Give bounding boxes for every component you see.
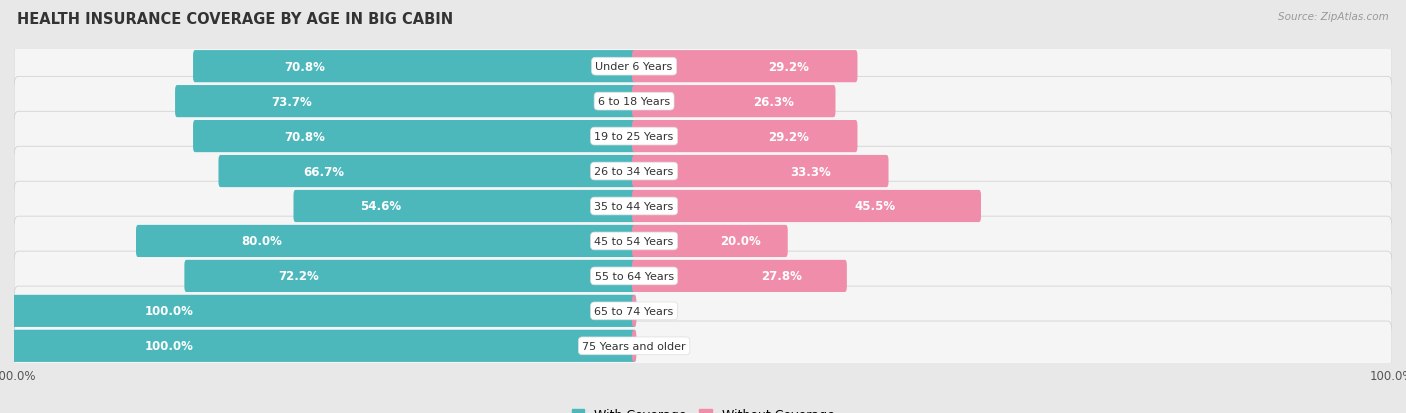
Text: 33.3%: 33.3% [790, 165, 831, 178]
FancyBboxPatch shape [14, 182, 1392, 231]
Text: 55 to 64 Years: 55 to 64 Years [595, 271, 673, 281]
FancyBboxPatch shape [14, 286, 1392, 336]
FancyBboxPatch shape [14, 321, 1392, 371]
FancyBboxPatch shape [13, 330, 636, 362]
Text: 75 Years and older: 75 Years and older [582, 341, 686, 351]
FancyBboxPatch shape [633, 190, 981, 223]
Text: 73.7%: 73.7% [271, 95, 312, 108]
Text: Under 6 Years: Under 6 Years [596, 62, 672, 72]
FancyBboxPatch shape [193, 51, 636, 83]
Text: 29.2%: 29.2% [769, 61, 810, 74]
Text: HEALTH INSURANCE COVERAGE BY AGE IN BIG CABIN: HEALTH INSURANCE COVERAGE BY AGE IN BIG … [17, 12, 453, 27]
FancyBboxPatch shape [13, 295, 636, 327]
Text: Source: ZipAtlas.com: Source: ZipAtlas.com [1278, 12, 1389, 22]
Text: 26 to 34 Years: 26 to 34 Years [595, 166, 673, 177]
FancyBboxPatch shape [218, 156, 636, 188]
FancyBboxPatch shape [136, 225, 636, 257]
Text: 0.0%: 0.0% [645, 339, 678, 352]
FancyBboxPatch shape [14, 147, 1392, 197]
Text: 0.0%: 0.0% [645, 305, 678, 318]
Text: 19 to 25 Years: 19 to 25 Years [595, 132, 673, 142]
FancyBboxPatch shape [176, 86, 636, 118]
FancyBboxPatch shape [14, 216, 1392, 266]
Text: 65 to 74 Years: 65 to 74 Years [595, 306, 673, 316]
Legend: With Coverage, Without Coverage: With Coverage, Without Coverage [567, 404, 839, 413]
Text: 45.5%: 45.5% [855, 200, 896, 213]
Text: 27.8%: 27.8% [761, 270, 801, 283]
Text: 20.0%: 20.0% [720, 235, 761, 248]
Text: 72.2%: 72.2% [278, 270, 319, 283]
FancyBboxPatch shape [184, 260, 636, 292]
Text: 70.8%: 70.8% [284, 61, 325, 74]
FancyBboxPatch shape [14, 112, 1392, 161]
Text: 26.3%: 26.3% [754, 95, 794, 108]
FancyBboxPatch shape [633, 295, 636, 327]
FancyBboxPatch shape [14, 77, 1392, 127]
FancyBboxPatch shape [633, 260, 846, 292]
Text: 29.2%: 29.2% [769, 130, 810, 143]
Text: 80.0%: 80.0% [242, 235, 283, 248]
Text: 35 to 44 Years: 35 to 44 Years [595, 202, 673, 211]
FancyBboxPatch shape [633, 330, 636, 362]
Text: 70.8%: 70.8% [284, 130, 325, 143]
Text: 100.0%: 100.0% [145, 305, 194, 318]
FancyBboxPatch shape [633, 156, 889, 188]
Text: 66.7%: 66.7% [304, 165, 344, 178]
FancyBboxPatch shape [14, 42, 1392, 92]
Text: 45 to 54 Years: 45 to 54 Years [595, 236, 673, 247]
FancyBboxPatch shape [633, 121, 858, 153]
FancyBboxPatch shape [633, 51, 858, 83]
FancyBboxPatch shape [193, 121, 636, 153]
FancyBboxPatch shape [633, 225, 787, 257]
FancyBboxPatch shape [14, 252, 1392, 301]
Text: 6 to 18 Years: 6 to 18 Years [598, 97, 671, 107]
Text: 100.0%: 100.0% [145, 339, 194, 352]
FancyBboxPatch shape [294, 190, 636, 223]
Text: 54.6%: 54.6% [360, 200, 401, 213]
FancyBboxPatch shape [633, 86, 835, 118]
